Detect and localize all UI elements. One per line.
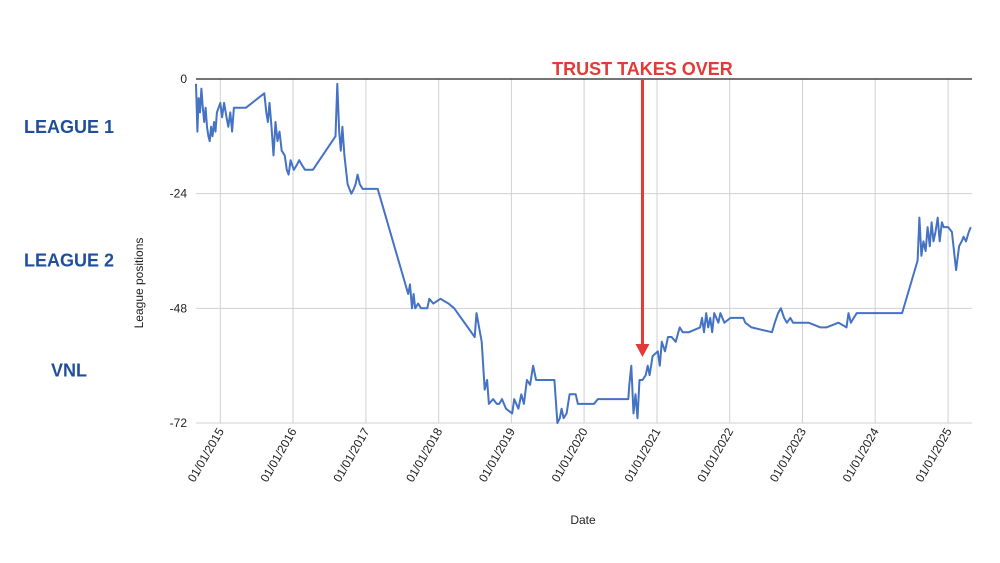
annotation-arrow-head — [635, 344, 650, 357]
x-tick-label: 01/01/2020 — [549, 425, 591, 484]
annotation-layer: TRUST TAKES OVER — [552, 59, 733, 357]
tier-label: LEAGUE 2 — [24, 251, 114, 271]
x-tick-label: 01/01/2015 — [185, 425, 227, 484]
x-tick-label: 01/01/2016 — [257, 425, 299, 484]
annotation-text: TRUST TAKES OVER — [552, 59, 733, 79]
y-tick-label: -48 — [170, 301, 188, 315]
tier-labels: LEAGUE 1 LEAGUE 2 VNL — [24, 117, 114, 381]
x-axis-ticks: 01/01/2015 01/01/2016 01/01/2017 01/01/2018… — [185, 425, 955, 484]
x-tick-label: 01/01/2018 — [403, 425, 445, 484]
x-tick-label: 01/01/2019 — [476, 425, 518, 484]
x-tick-label: 01/01/2022 — [694, 425, 736, 484]
x-tick-label: 01/01/2023 — [767, 425, 809, 484]
y-axis-title: League positions — [132, 238, 146, 329]
tier-label: VNL — [51, 360, 87, 380]
series-line — [195, 82, 972, 424]
grid-layer — [196, 78, 972, 424]
series-layer — [195, 82, 972, 424]
y-tick-label: -72 — [170, 416, 188, 430]
y-tick-label: -24 — [170, 187, 188, 201]
y-tick-label: 0 — [180, 72, 187, 86]
x-tick-label: 01/01/2024 — [840, 425, 882, 484]
tier-label: LEAGUE 1 — [24, 117, 114, 137]
y-axis-ticks: 0 -24 -48 -72 — [170, 72, 188, 430]
x-axis-title: Date — [570, 513, 596, 527]
x-tick-label: 01/01/2017 — [330, 425, 372, 484]
x-tick-label: 01/01/2025 — [913, 425, 955, 484]
x-tick-label: 01/01/2021 — [621, 425, 663, 484]
